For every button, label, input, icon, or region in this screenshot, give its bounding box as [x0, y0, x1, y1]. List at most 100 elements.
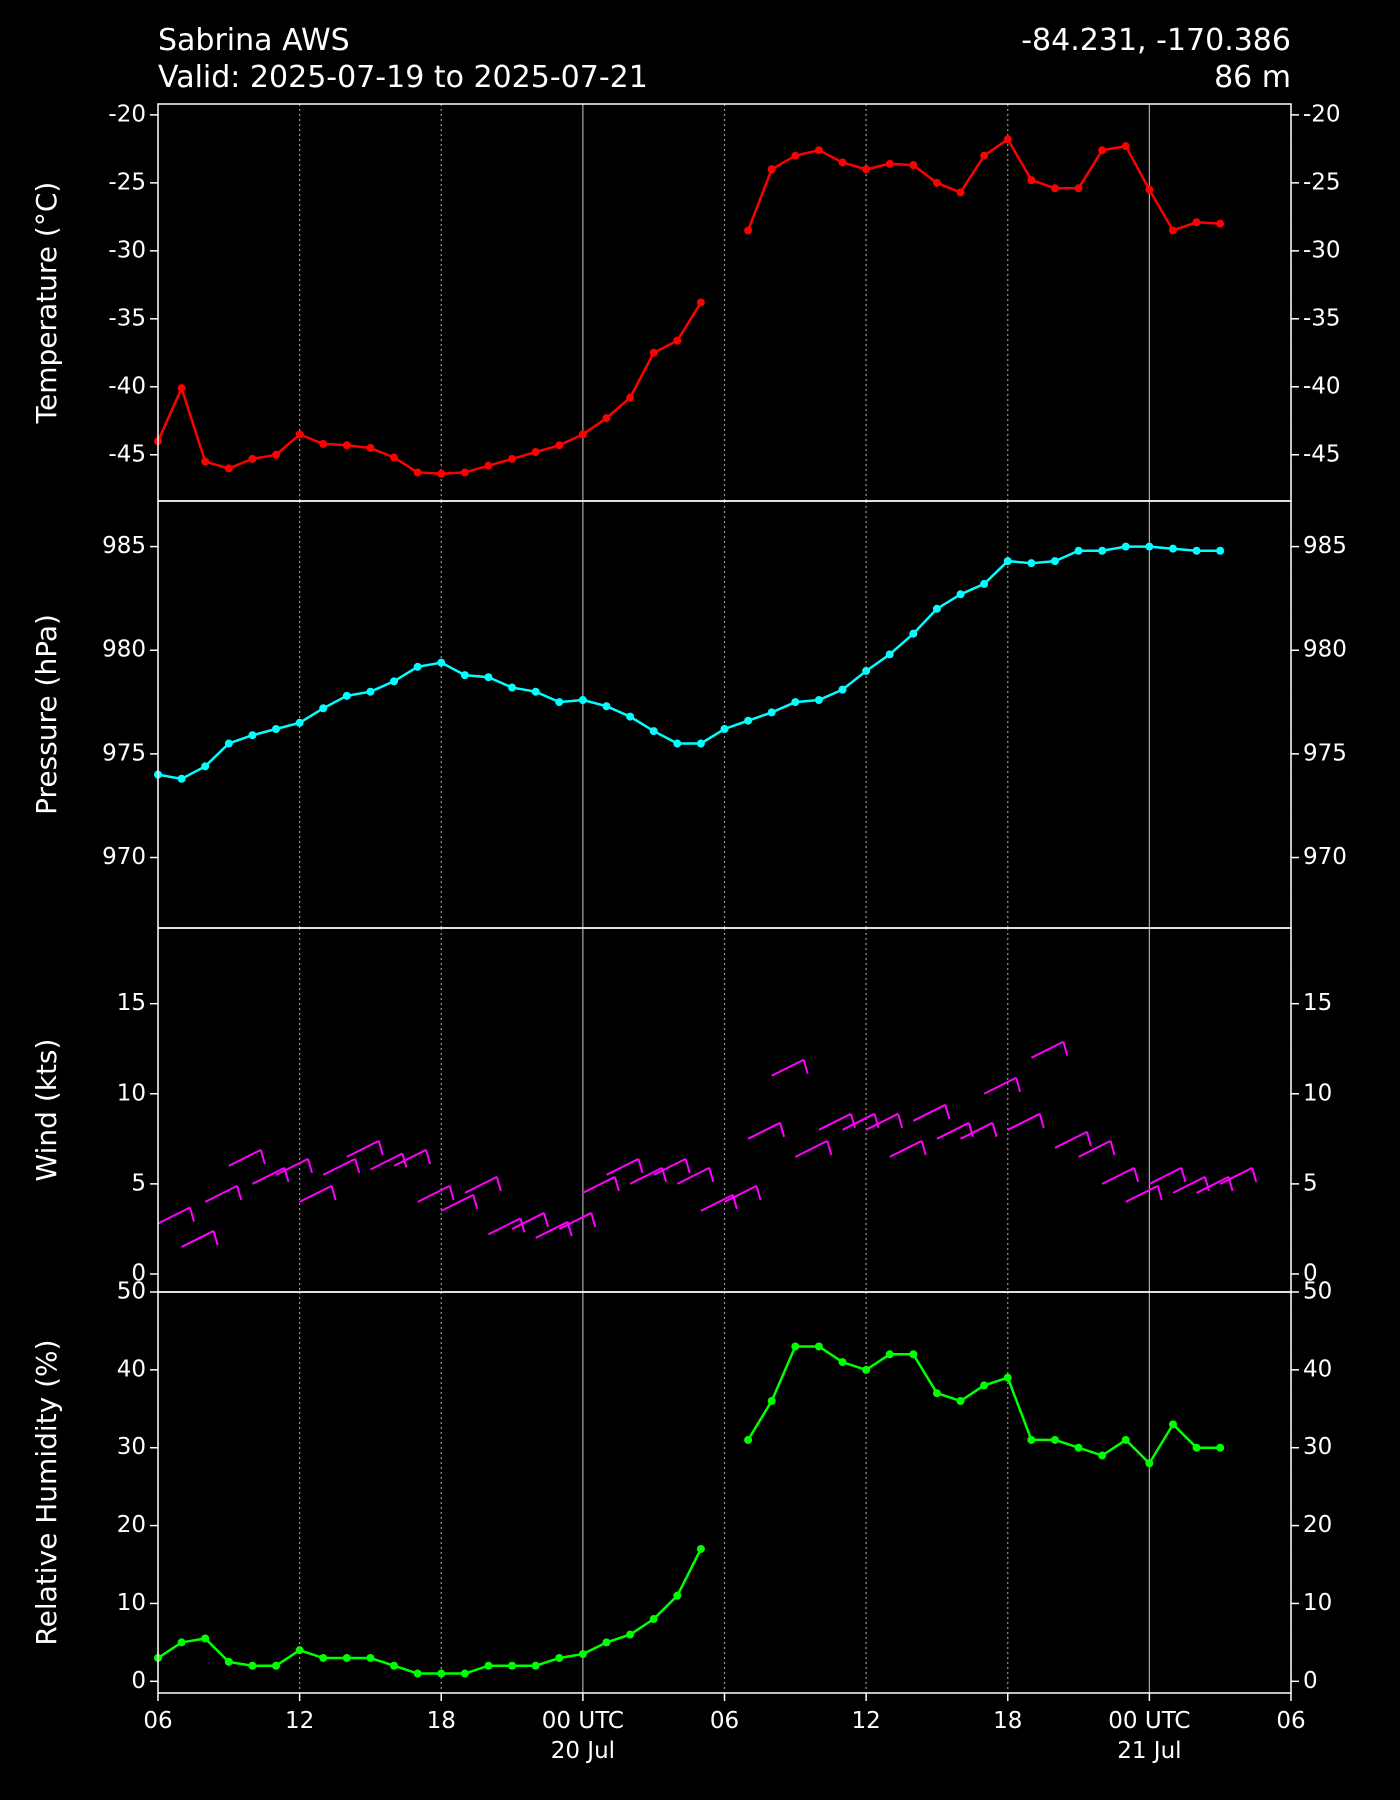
- y-tick-label-right: 10: [1303, 1080, 1332, 1106]
- data-point: [531, 448, 540, 457]
- wind-barb: [1148, 1166, 1187, 1185]
- data-point: [484, 673, 493, 682]
- data-point: [201, 1634, 210, 1643]
- wind-barb: [794, 1139, 833, 1158]
- data-point: [862, 1365, 871, 1374]
- data-point: [932, 1389, 941, 1398]
- data-point: [437, 1669, 446, 1678]
- data-point: [814, 146, 823, 155]
- data-point: [1098, 1451, 1107, 1460]
- y-axis-label: Temperature (°C): [30, 182, 63, 425]
- data-point: [319, 1653, 328, 1662]
- data-point: [932, 178, 941, 187]
- data-point: [1027, 176, 1036, 185]
- x-tick-label: 12: [851, 1708, 880, 1734]
- data-point: [862, 666, 871, 675]
- data-point: [460, 1669, 469, 1678]
- wind-barb: [322, 1157, 361, 1176]
- data-point: [248, 454, 257, 463]
- data-point: [696, 1544, 705, 1553]
- y-tick-label: -40: [108, 373, 146, 399]
- data-point: [460, 468, 469, 477]
- data-point: [555, 698, 564, 707]
- y-tick-label: -20: [108, 101, 146, 127]
- data-point: [1192, 546, 1201, 555]
- data-point: [1050, 1435, 1059, 1444]
- data-point: [295, 718, 304, 727]
- y-tick-label: 15: [117, 990, 146, 1016]
- data-point: [531, 1661, 540, 1670]
- wind-barb: [181, 1230, 219, 1248]
- wind-barb: [157, 1206, 195, 1225]
- data-point: [1027, 1435, 1036, 1444]
- wind-barb: [440, 1194, 479, 1212]
- data-point: [578, 430, 587, 439]
- wind-barb: [464, 1175, 502, 1194]
- data-point: [791, 698, 800, 707]
- data-point: [224, 1657, 233, 1666]
- y-tick-label-right: 15: [1303, 990, 1332, 1016]
- data-point: [767, 1397, 776, 1406]
- wind-barb: [960, 1121, 998, 1140]
- data-point: [484, 461, 493, 470]
- data-point: [744, 716, 753, 725]
- data-point: [484, 1661, 493, 1670]
- y-tick-label-right: 40: [1303, 1356, 1332, 1382]
- data-point: [1074, 184, 1083, 193]
- data-point: [578, 1650, 587, 1659]
- y-tick-label: -25: [108, 169, 146, 195]
- data-point: [578, 695, 587, 704]
- data-point: [413, 468, 422, 477]
- y-tick-label-right: 5: [1303, 1170, 1318, 1196]
- data-point: [201, 762, 210, 771]
- y-tick-label: 30: [117, 1434, 146, 1460]
- y-tick-label: -30: [108, 237, 146, 263]
- data-point: [673, 1591, 682, 1600]
- data-line: [157, 1345, 1221, 1675]
- data-point: [838, 685, 847, 694]
- data-point: [909, 1350, 918, 1359]
- y-tick-label: 20: [117, 1512, 146, 1538]
- y-tick-label-right: 10: [1303, 1590, 1332, 1616]
- x-tick-label: 06: [710, 1708, 739, 1734]
- data-point: [342, 441, 351, 450]
- data-point: [1050, 557, 1059, 566]
- data-point: [1098, 546, 1107, 555]
- data-point: [1121, 142, 1130, 151]
- data-point: [626, 1630, 635, 1639]
- y-tick-label-right: 980: [1303, 637, 1347, 663]
- data-point: [1145, 1459, 1154, 1468]
- data-point: [1003, 135, 1012, 144]
- data-point: [1216, 546, 1225, 555]
- data-point: [909, 161, 918, 170]
- x-tick-label: 18: [993, 1708, 1022, 1734]
- wind-barb: [1219, 1166, 1258, 1185]
- data-point: [1168, 226, 1177, 235]
- wind-barb: [346, 1139, 384, 1158]
- data-point: [626, 712, 635, 721]
- wind-barb: [983, 1076, 1022, 1095]
- data-point: [838, 158, 847, 167]
- y-tick-label: 5: [131, 1170, 146, 1196]
- x-tick-label: 06: [1276, 1708, 1305, 1734]
- data-point: [508, 454, 517, 463]
- wind-barb: [606, 1157, 644, 1176]
- data-point: [649, 348, 658, 357]
- data-point: [814, 1342, 823, 1351]
- y-tick-label-right: -20: [1303, 101, 1341, 127]
- wind-barb: [558, 1212, 597, 1230]
- data-point: [437, 469, 446, 478]
- data-point: [508, 683, 517, 692]
- y-tick-label-right: 0: [1303, 1260, 1318, 1286]
- wind-barb: [747, 1121, 786, 1140]
- wind-barb: [1172, 1175, 1210, 1194]
- data-point: [1050, 184, 1059, 193]
- data-point: [531, 687, 540, 696]
- y-tick-label: 10: [117, 1590, 146, 1616]
- y-tick-label-right: 20: [1303, 1512, 1332, 1538]
- data-point: [767, 708, 776, 717]
- data-point: [1074, 546, 1083, 555]
- data-point: [1121, 542, 1130, 551]
- location: -84.231, -170.386: [1021, 23, 1291, 58]
